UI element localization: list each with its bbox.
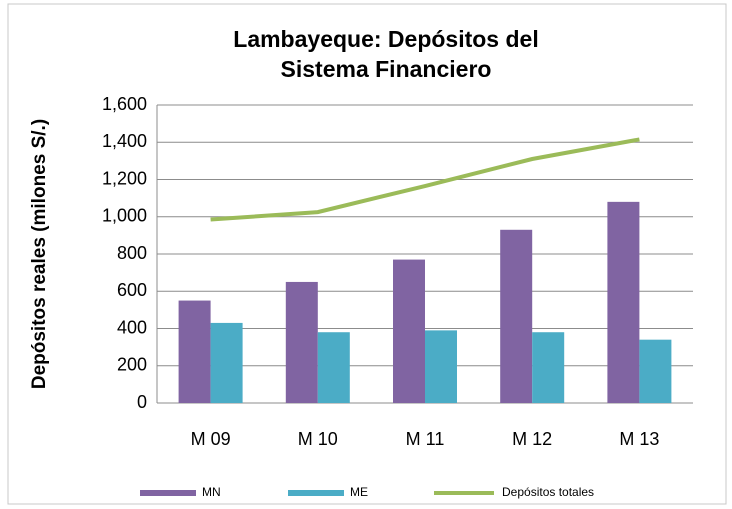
chart-title: Lambayeque: Depósitos del Sistema Financ… (233, 26, 539, 82)
x-tick-label: M 12 (512, 429, 552, 449)
bar (393, 259, 425, 403)
legend-label: Depósitos totales (502, 485, 594, 499)
legend-label: MN (202, 485, 221, 499)
legend-swatch (140, 490, 196, 496)
y-tick-label: 1,600 (102, 94, 147, 114)
bar (532, 332, 565, 403)
x-tick-label: M 10 (298, 429, 338, 449)
bar (210, 322, 243, 403)
bar (607, 201, 640, 403)
y-tick-label: 400 (117, 317, 147, 337)
x-tick-label: M 13 (619, 429, 659, 449)
bar (178, 300, 211, 403)
y-tick-label: 1,000 (102, 206, 147, 226)
y-tick-label: 1,200 (102, 168, 147, 188)
legend-label: ME (350, 485, 368, 499)
x-tick-label: M 11 (406, 429, 445, 449)
legend-swatch (288, 490, 344, 496)
y-tick-label: 1,400 (102, 131, 147, 151)
bar (639, 339, 672, 403)
bar (425, 330, 457, 403)
y-tick-label: 200 (117, 355, 147, 375)
bar (500, 229, 533, 403)
y-tick-label: 800 (117, 243, 147, 263)
y-axis-label: Depósitos reales (milones S/.) (29, 119, 50, 389)
y-tick-label: 600 (117, 280, 147, 300)
x-tick-label: M 09 (191, 429, 231, 449)
bar (285, 281, 318, 403)
y-tick-label: 0 (137, 392, 147, 412)
line-series (210, 137, 640, 222)
bar (317, 332, 350, 403)
